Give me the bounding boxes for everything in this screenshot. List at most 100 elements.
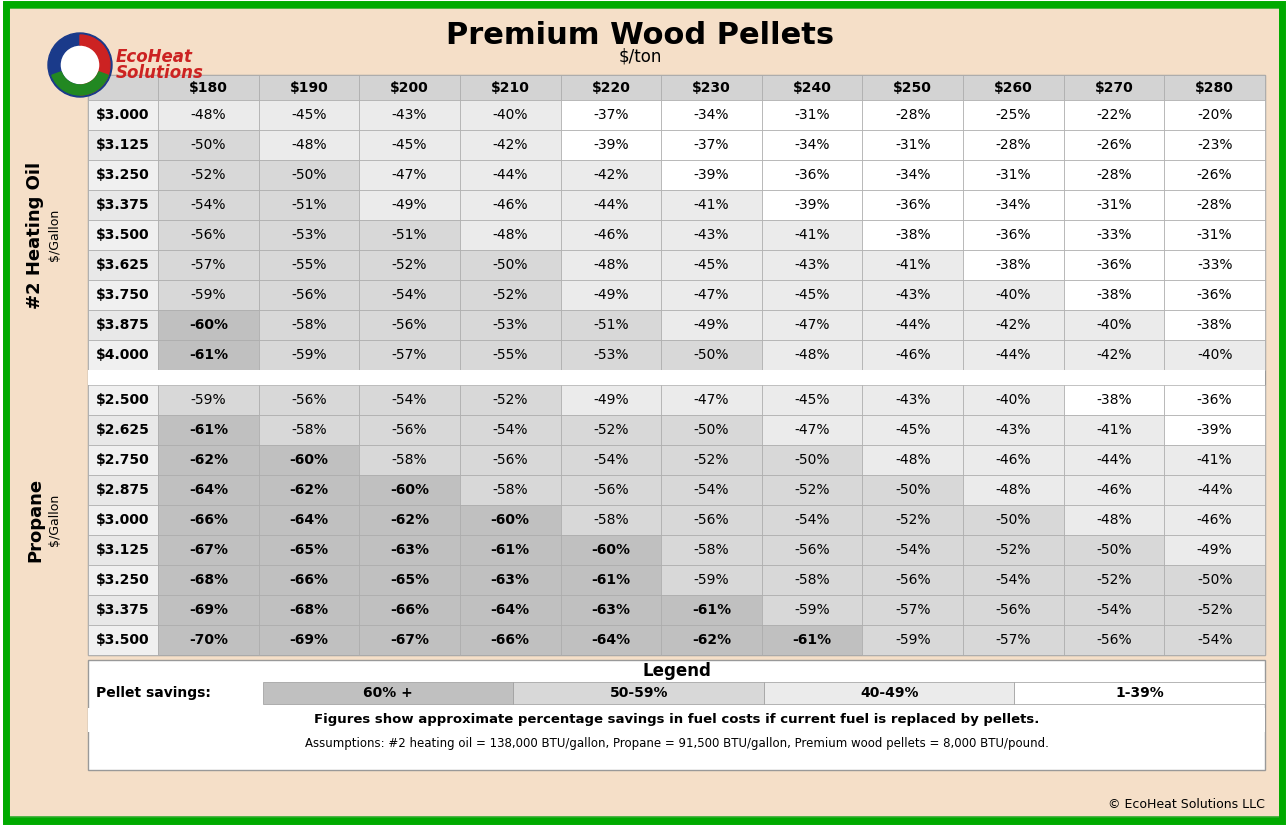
Text: -58%: -58% — [291, 318, 327, 332]
Text: -36%: -36% — [996, 228, 1032, 242]
Text: -62%: -62% — [390, 513, 429, 527]
Text: -56%: -56% — [392, 318, 428, 332]
Bar — [460, 535, 560, 565]
Text: -48%: -48% — [795, 348, 829, 362]
Bar — [158, 250, 259, 280]
Bar — [560, 565, 661, 595]
Bar — [761, 505, 863, 535]
Text: $3.750: $3.750 — [97, 288, 149, 302]
Bar — [158, 415, 259, 445]
Text: -31%: -31% — [1197, 228, 1233, 242]
Text: -70%: -70% — [189, 633, 228, 647]
Text: -56%: -56% — [1096, 633, 1132, 647]
Bar — [88, 415, 158, 445]
Text: Propane: Propane — [26, 478, 44, 562]
Text: -56%: -56% — [291, 288, 327, 302]
Bar — [1064, 565, 1164, 595]
Text: -43%: -43% — [392, 108, 428, 122]
Bar — [88, 565, 158, 595]
Text: -62%: -62% — [692, 633, 732, 647]
Text: -49%: -49% — [592, 393, 629, 407]
Bar — [1064, 385, 1164, 415]
Bar — [863, 565, 963, 595]
Text: © EcoHeat Solutions LLC: © EcoHeat Solutions LLC — [1108, 799, 1265, 812]
Text: $3.375: $3.375 — [97, 603, 149, 617]
Text: -54%: -54% — [392, 393, 428, 407]
Text: -53%: -53% — [492, 318, 528, 332]
Text: -61%: -61% — [189, 423, 228, 437]
Bar — [963, 310, 1064, 340]
Bar — [88, 340, 158, 370]
Text: -42%: -42% — [592, 168, 629, 182]
Bar — [158, 280, 259, 310]
Bar — [761, 475, 863, 505]
Text: -50%: -50% — [1096, 543, 1132, 557]
Text: -51%: -51% — [592, 318, 629, 332]
Text: -52%: -52% — [795, 483, 829, 497]
Text: -45%: -45% — [291, 108, 327, 122]
Wedge shape — [52, 72, 108, 95]
Bar — [1064, 475, 1164, 505]
Text: -41%: -41% — [1096, 423, 1132, 437]
Bar — [259, 415, 359, 445]
Bar — [761, 280, 863, 310]
Text: -50%: -50% — [1197, 573, 1233, 587]
Text: -66%: -66% — [290, 573, 328, 587]
Text: -31%: -31% — [895, 138, 931, 152]
Bar — [1164, 625, 1265, 655]
Bar — [359, 535, 460, 565]
Text: -45%: -45% — [694, 258, 729, 272]
Bar — [1015, 682, 1265, 704]
Text: -38%: -38% — [1096, 288, 1132, 302]
Bar — [259, 595, 359, 625]
Text: $210: $210 — [491, 81, 529, 95]
Bar — [560, 130, 661, 160]
Bar — [1064, 220, 1164, 250]
Bar — [359, 190, 460, 220]
Text: 1-39%: 1-39% — [1115, 686, 1164, 700]
Text: $3.125: $3.125 — [97, 138, 149, 152]
Text: -69%: -69% — [189, 603, 228, 617]
Text: Figures show approximate percentage savings in fuel costs if current fuel is rep: Figures show approximate percentage savi… — [314, 714, 1039, 727]
Text: -46%: -46% — [592, 228, 629, 242]
Bar — [158, 475, 259, 505]
Text: -60%: -60% — [189, 318, 228, 332]
Text: -48%: -48% — [592, 258, 629, 272]
Bar — [1064, 340, 1164, 370]
Text: -40%: -40% — [996, 393, 1032, 407]
Text: -40%: -40% — [492, 108, 528, 122]
Text: $/Gallon: $/Gallon — [49, 494, 62, 546]
Bar — [259, 100, 359, 130]
Text: $3.625: $3.625 — [97, 258, 149, 272]
Text: -48%: -48% — [191, 108, 227, 122]
Text: -40%: -40% — [1096, 318, 1132, 332]
Bar — [460, 445, 560, 475]
Text: -52%: -52% — [895, 513, 930, 527]
Bar — [963, 160, 1064, 190]
Bar — [863, 100, 963, 130]
Text: $3.500: $3.500 — [97, 633, 149, 647]
Text: -44%: -44% — [492, 168, 528, 182]
Bar — [359, 220, 460, 250]
Text: -55%: -55% — [291, 258, 327, 272]
Text: -56%: -56% — [996, 603, 1032, 617]
Text: -65%: -65% — [390, 573, 429, 587]
Bar — [863, 385, 963, 415]
Text: -52%: -52% — [1197, 603, 1233, 617]
Bar — [661, 75, 761, 100]
Text: -23%: -23% — [1197, 138, 1233, 152]
Text: -54%: -54% — [694, 483, 729, 497]
Text: -52%: -52% — [694, 453, 729, 467]
Bar — [460, 160, 560, 190]
Bar — [661, 220, 761, 250]
Bar — [460, 220, 560, 250]
Text: -60%: -60% — [491, 513, 529, 527]
Text: -58%: -58% — [492, 483, 528, 497]
Bar — [560, 280, 661, 310]
Text: -26%: -26% — [1096, 138, 1132, 152]
Bar — [661, 415, 761, 445]
Text: -62%: -62% — [189, 453, 228, 467]
Bar — [460, 625, 560, 655]
Text: -53%: -53% — [592, 348, 629, 362]
Text: $/ton: $/ton — [618, 48, 662, 66]
